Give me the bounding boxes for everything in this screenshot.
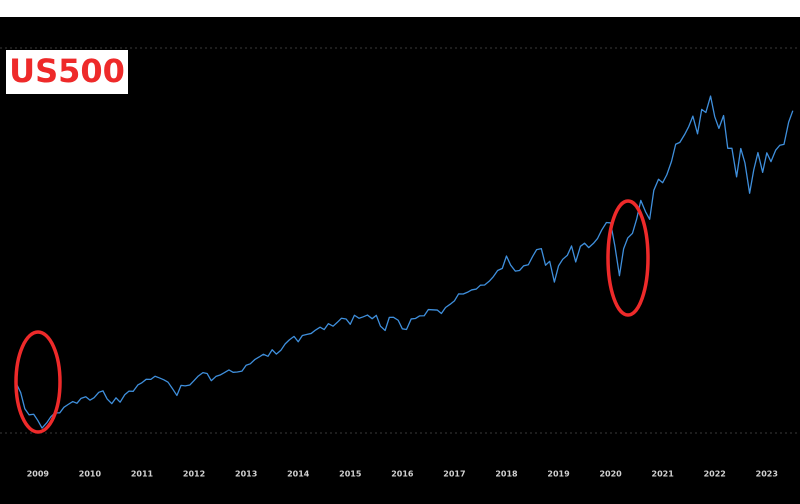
x-tick-label: 2018 <box>495 470 518 479</box>
x-tick-label: 2013 <box>235 470 257 479</box>
chart-title: US500 <box>9 52 125 90</box>
x-tick-label: 2009 <box>27 470 50 479</box>
x-tick-label: 2019 <box>547 470 570 479</box>
x-tick-label: 2017 <box>443 470 465 479</box>
top-bar <box>0 0 800 17</box>
line-series <box>15 95 794 429</box>
x-tick-label: 2014 <box>287 470 310 479</box>
highlight-circle <box>14 330 62 434</box>
x-tick-label: 2020 <box>599 470 622 479</box>
x-tick-label: 2010 <box>79 470 102 479</box>
x-tick-label: 2012 <box>183 470 205 479</box>
title-box <box>6 50 128 94</box>
plot-area: 2009 2010 2011 2012 2013 2014 2015 2016 2017 2018… <box>0 47 800 479</box>
x-tick-label: 2016 <box>391 470 414 479</box>
highlight-circle <box>606 199 650 317</box>
x-tick-label: 2023 <box>756 470 778 479</box>
x-tick-label: 2011 <box>131 470 154 479</box>
x-tick-label: 2015 <box>339 470 362 479</box>
x-tick-label: 2022 <box>704 470 726 479</box>
x-tick-label: 2021 <box>652 470 675 479</box>
